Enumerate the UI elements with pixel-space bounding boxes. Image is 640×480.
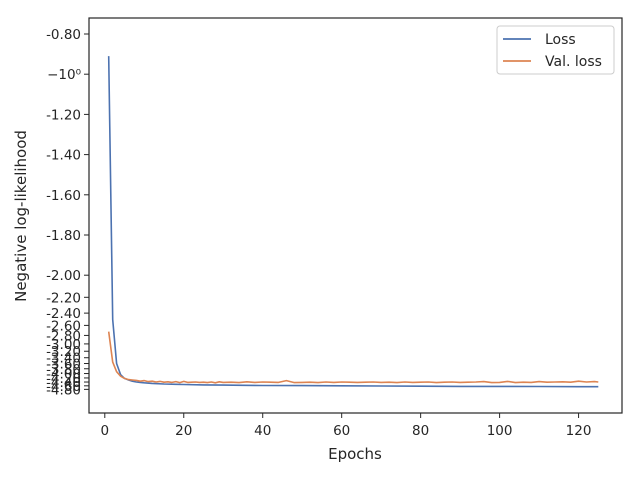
x-tick-label: 0 xyxy=(100,423,109,439)
y-tick-label: -4.40 xyxy=(46,375,81,391)
x-axis-ticks: 0 20 40 60 80 100 120 xyxy=(100,413,591,439)
y-tick-label: -3.00 xyxy=(46,337,81,353)
series-line-val-loss xyxy=(107,331,599,384)
x-tick-label: 120 xyxy=(566,423,592,439)
legend-box xyxy=(496,25,615,75)
x-axis-label: Epochs xyxy=(328,445,382,463)
x-tick-label: 100 xyxy=(487,423,513,439)
y-tick-label: -1.20 xyxy=(46,107,81,123)
y-tick-label: -1.80 xyxy=(46,228,81,244)
series-line-loss xyxy=(107,56,599,388)
y-tick-label: -3.80 xyxy=(46,362,81,378)
y-tick-label: -1.60 xyxy=(46,188,81,204)
y-tick-label: -4.00 xyxy=(46,367,81,383)
y-tick-label: -3.60 xyxy=(46,357,81,373)
plot-frame xyxy=(88,17,623,414)
y-tick-label: -4.20 xyxy=(46,371,81,387)
y-tick-label: -3.40 xyxy=(46,351,81,367)
x-tick-label: 40 xyxy=(254,423,271,439)
y-axis-label: Negative log-likelihood xyxy=(12,130,30,302)
y-tick-label: -4.80 xyxy=(46,382,81,398)
y-tick-label: -2.80 xyxy=(46,328,81,344)
y-axis-ticks: -0.80−10⁰-1.20-1.40-1.60-1.80-2.00-2.20-… xyxy=(46,27,89,398)
y-tick-label: -2.40 xyxy=(46,306,81,322)
y-tick-label: -2.60 xyxy=(46,318,81,334)
y-tick-label: −10⁰ xyxy=(47,67,81,83)
y-tick-label: -4.60 xyxy=(46,379,81,395)
y-tick-label: -2.00 xyxy=(46,268,81,284)
y-tick-label: -0.80 xyxy=(46,27,81,43)
y-tick-label: -3.20 xyxy=(46,344,81,360)
x-tick-label: 20 xyxy=(175,423,192,439)
x-tick-label: 80 xyxy=(412,423,429,439)
series-lines xyxy=(107,56,599,388)
legend-label-loss: Loss xyxy=(545,32,576,48)
y-tick-label: -1.40 xyxy=(46,148,81,164)
legend: Loss Val. loss xyxy=(496,25,615,75)
legend-label-val-loss: Val. loss xyxy=(545,54,602,70)
y-tick-label: -2.20 xyxy=(46,290,81,306)
x-tick-label: 60 xyxy=(333,423,350,439)
